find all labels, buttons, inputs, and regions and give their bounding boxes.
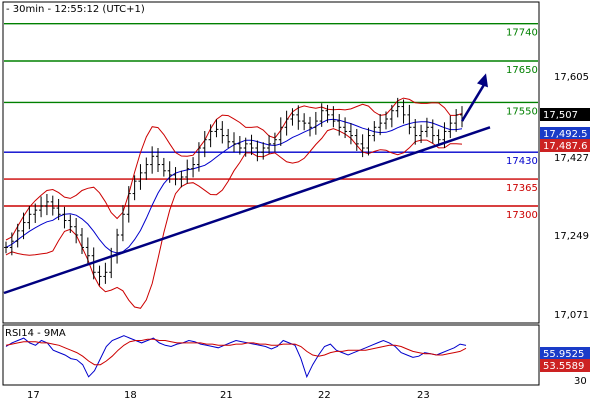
value-badge-label: 17,492.5 (543, 129, 588, 140)
x-tick-label: 23 (417, 390, 430, 400)
rsi-value-badge-label: 53.5589 (543, 361, 584, 372)
y-tick-label: 17,071 (554, 310, 589, 321)
y-tick-label: 17,427 (554, 153, 589, 164)
trendline (3, 126, 491, 295)
x-tick-label: 21 (220, 390, 233, 400)
price-panel-frame (2, 1, 540, 324)
value-badge (540, 139, 590, 152)
rsi-series-line (5, 335, 467, 379)
price-badges: 17,507 17,492.517,487.6 (540, 108, 590, 152)
level-label: 17550 (506, 106, 538, 117)
y-tick-label: 17,249 (554, 231, 589, 242)
level-label: 17365 (506, 183, 538, 194)
level-label: 17740 (506, 28, 538, 39)
x-tick-label: 17 (27, 390, 40, 400)
forecast-arrow-head (477, 73, 488, 88)
level-label: 17650 (506, 65, 538, 76)
rsi-panel-frame (2, 324, 540, 386)
x-tick-label: 22 (318, 390, 331, 400)
rsi-title: RSI14 - 9MA (5, 328, 66, 339)
rsi-value-badge (540, 347, 590, 360)
rsi-value-badge (540, 359, 590, 372)
chart-title: - 30min - 12:55:12 (UTC+1) (6, 4, 145, 15)
y-tick-label: 17,605 (554, 72, 589, 83)
rsi-series-line (5, 338, 467, 366)
rsi-y-tick-label: 30 (574, 376, 587, 387)
value-badge-label: 17,487.6 (543, 141, 588, 152)
x-tick-label: 18 (124, 390, 137, 400)
price-bars (4, 97, 464, 286)
trendline-layer (3, 73, 491, 295)
level-label: 17430 (506, 156, 538, 167)
rsi-value-badge-label: 55.9525 (543, 349, 584, 360)
value-badge-label: 17,507 (543, 110, 578, 121)
value-badge (540, 127, 590, 140)
value-badge (540, 108, 590, 121)
level-label: 17300 (506, 210, 538, 221)
level-lines: 17740 17650 17550 17430 17365 17300 (4, 23, 538, 221)
rsi-lines (5, 335, 467, 379)
forecast-arrow (460, 80, 488, 122)
